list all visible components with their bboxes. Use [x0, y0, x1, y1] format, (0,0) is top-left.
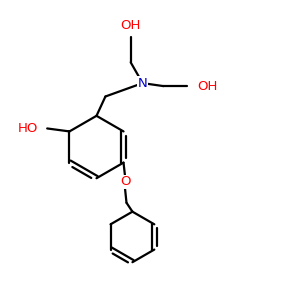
Text: O: O [120, 176, 130, 188]
Text: N: N [138, 76, 147, 90]
Text: HO: HO [18, 122, 38, 135]
Text: OH: OH [198, 80, 218, 93]
Text: OH: OH [121, 19, 141, 32]
